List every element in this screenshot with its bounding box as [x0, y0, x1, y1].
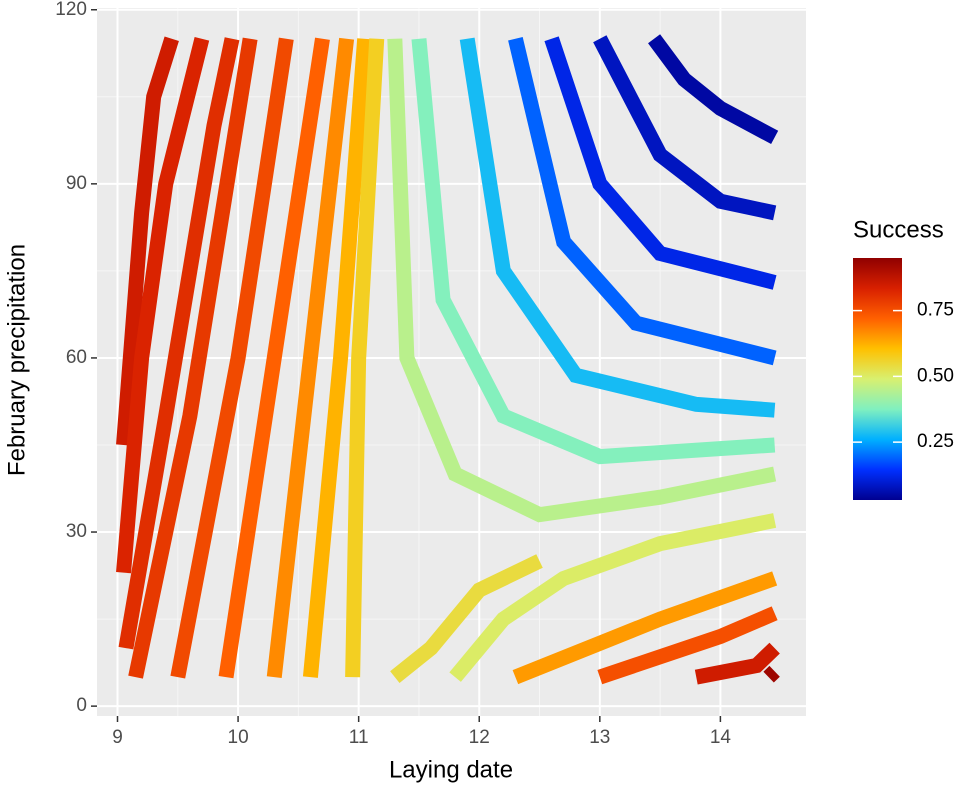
x-axis-title: Laying date: [389, 756, 513, 783]
contour-line: [648, 34, 779, 145]
contour-line: [597, 606, 778, 685]
y-tick-label: 60: [66, 347, 87, 368]
contour-line: [118, 37, 240, 650]
contour-line: [763, 665, 780, 683]
contour-line: [544, 36, 777, 290]
colorbar-label: 0.25: [917, 431, 954, 452]
contour-line: [116, 36, 179, 446]
contour-line: [266, 37, 355, 678]
contour-line: [345, 38, 385, 678]
colorbar-label: 0.50: [917, 365, 954, 386]
legend: 0.25 0.50 0.75: [853, 300, 954, 452]
y-tick-label: 0: [76, 695, 87, 716]
contour-line: [694, 642, 780, 685]
contour-line: [170, 37, 294, 679]
y-tick-label: 90: [66, 173, 87, 194]
contour-line: [390, 554, 543, 683]
contour-line: [593, 35, 777, 221]
legend-title: Success: [853, 216, 944, 243]
contour-line: [508, 37, 777, 366]
x-tick-label: 11: [349, 727, 369, 748]
contour-line: [411, 38, 776, 465]
contours: [116, 34, 780, 685]
y-axis-title: February precipitation: [3, 244, 30, 476]
contour-line: [459, 37, 776, 418]
x-tick-label: 10: [228, 727, 249, 748]
y-tick-label: 120: [55, 0, 87, 20]
contour-line: [512, 571, 778, 685]
contour-line: [302, 38, 373, 678]
x-tick-label: 13: [589, 727, 610, 748]
x-tick-label: 9: [112, 727, 123, 748]
colorbar-label: 0.75: [917, 300, 954, 321]
x-tick-label: 12: [469, 727, 490, 748]
axes: 9 10 11 12 13 14 0 30 60 90 120: [55, 0, 731, 748]
contour-line: [218, 37, 330, 679]
colorbar: [853, 258, 902, 500]
y-tick-label: 30: [66, 521, 87, 542]
x-tick-label: 14: [710, 727, 732, 748]
contour-line: [387, 38, 777, 523]
contour-line: [128, 37, 258, 679]
contour-line: [116, 36, 210, 574]
contour-line: [449, 513, 777, 682]
